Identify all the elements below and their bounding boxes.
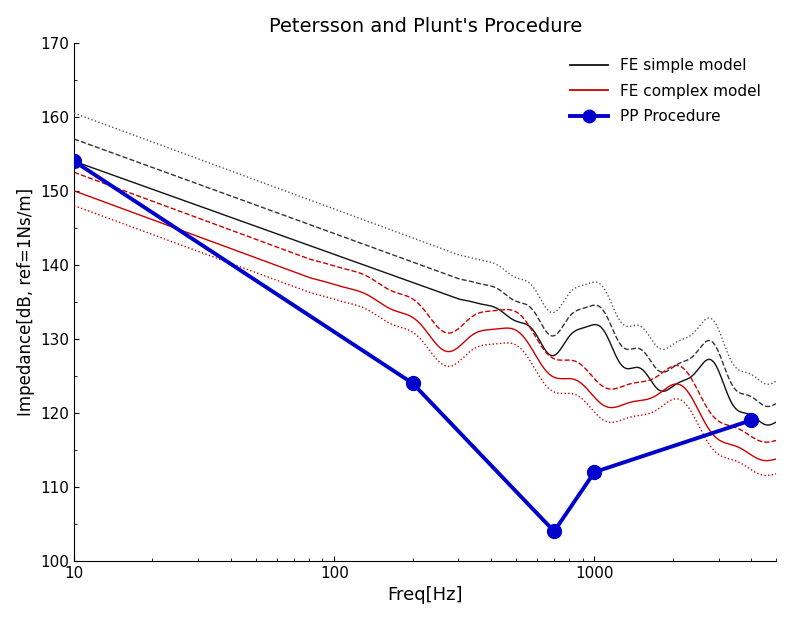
Legend: FE simple model, FE complex model, PP Procedure: FE simple model, FE complex model, PP Pr… bbox=[562, 50, 768, 132]
X-axis label: Freq[Hz]: Freq[Hz] bbox=[388, 586, 463, 604]
Title: Petersson and Plunt's Procedure: Petersson and Plunt's Procedure bbox=[269, 17, 582, 35]
Y-axis label: Impedance[dB, ref=1Ns/m]: Impedance[dB, ref=1Ns/m] bbox=[17, 188, 35, 416]
